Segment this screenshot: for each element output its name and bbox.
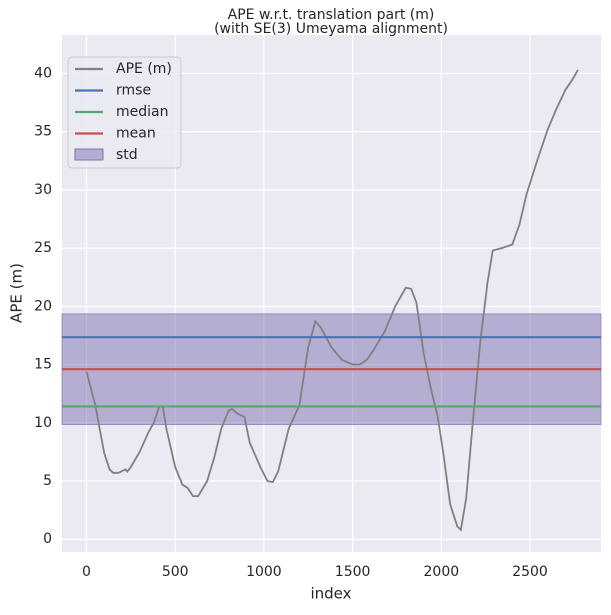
y-tick-label: 20 [34,298,52,314]
legend-label: APE (m) [116,61,172,77]
x-axis-label: index [310,585,351,603]
x-tick-label: 2500 [512,564,548,580]
x-tick-label: 1500 [335,564,371,580]
chart-subtitle: (with SE(3) Umeyama alignment) [214,21,448,37]
x-tick-label: 1000 [246,564,282,580]
x-tick-label: 500 [162,564,189,580]
legend-label: rmse [116,83,151,99]
chart-title: APE w.r.t. translation part (m) [228,7,435,23]
legend-box [67,56,182,169]
y-tick-label: 40 [34,65,52,81]
y-tick-label: 30 [34,182,52,198]
y-tick-label: 25 [34,240,52,256]
legend-label: median [116,104,168,120]
y-tick-label: 5 [43,473,52,489]
y-tick-label: 10 [34,415,52,431]
y-tick-label: 0 [43,531,52,547]
y-axis-label: APE (m) [8,263,26,323]
y-tick-label: 15 [34,357,52,373]
x-tick-label: 0 [82,564,91,580]
x-tick-label: 2000 [424,564,460,580]
legend-label: mean [116,126,156,142]
ape-line [85,69,579,532]
y-tick-label: 35 [34,124,52,140]
legend-label: std [116,147,138,163]
legend-swatch [74,148,104,161]
